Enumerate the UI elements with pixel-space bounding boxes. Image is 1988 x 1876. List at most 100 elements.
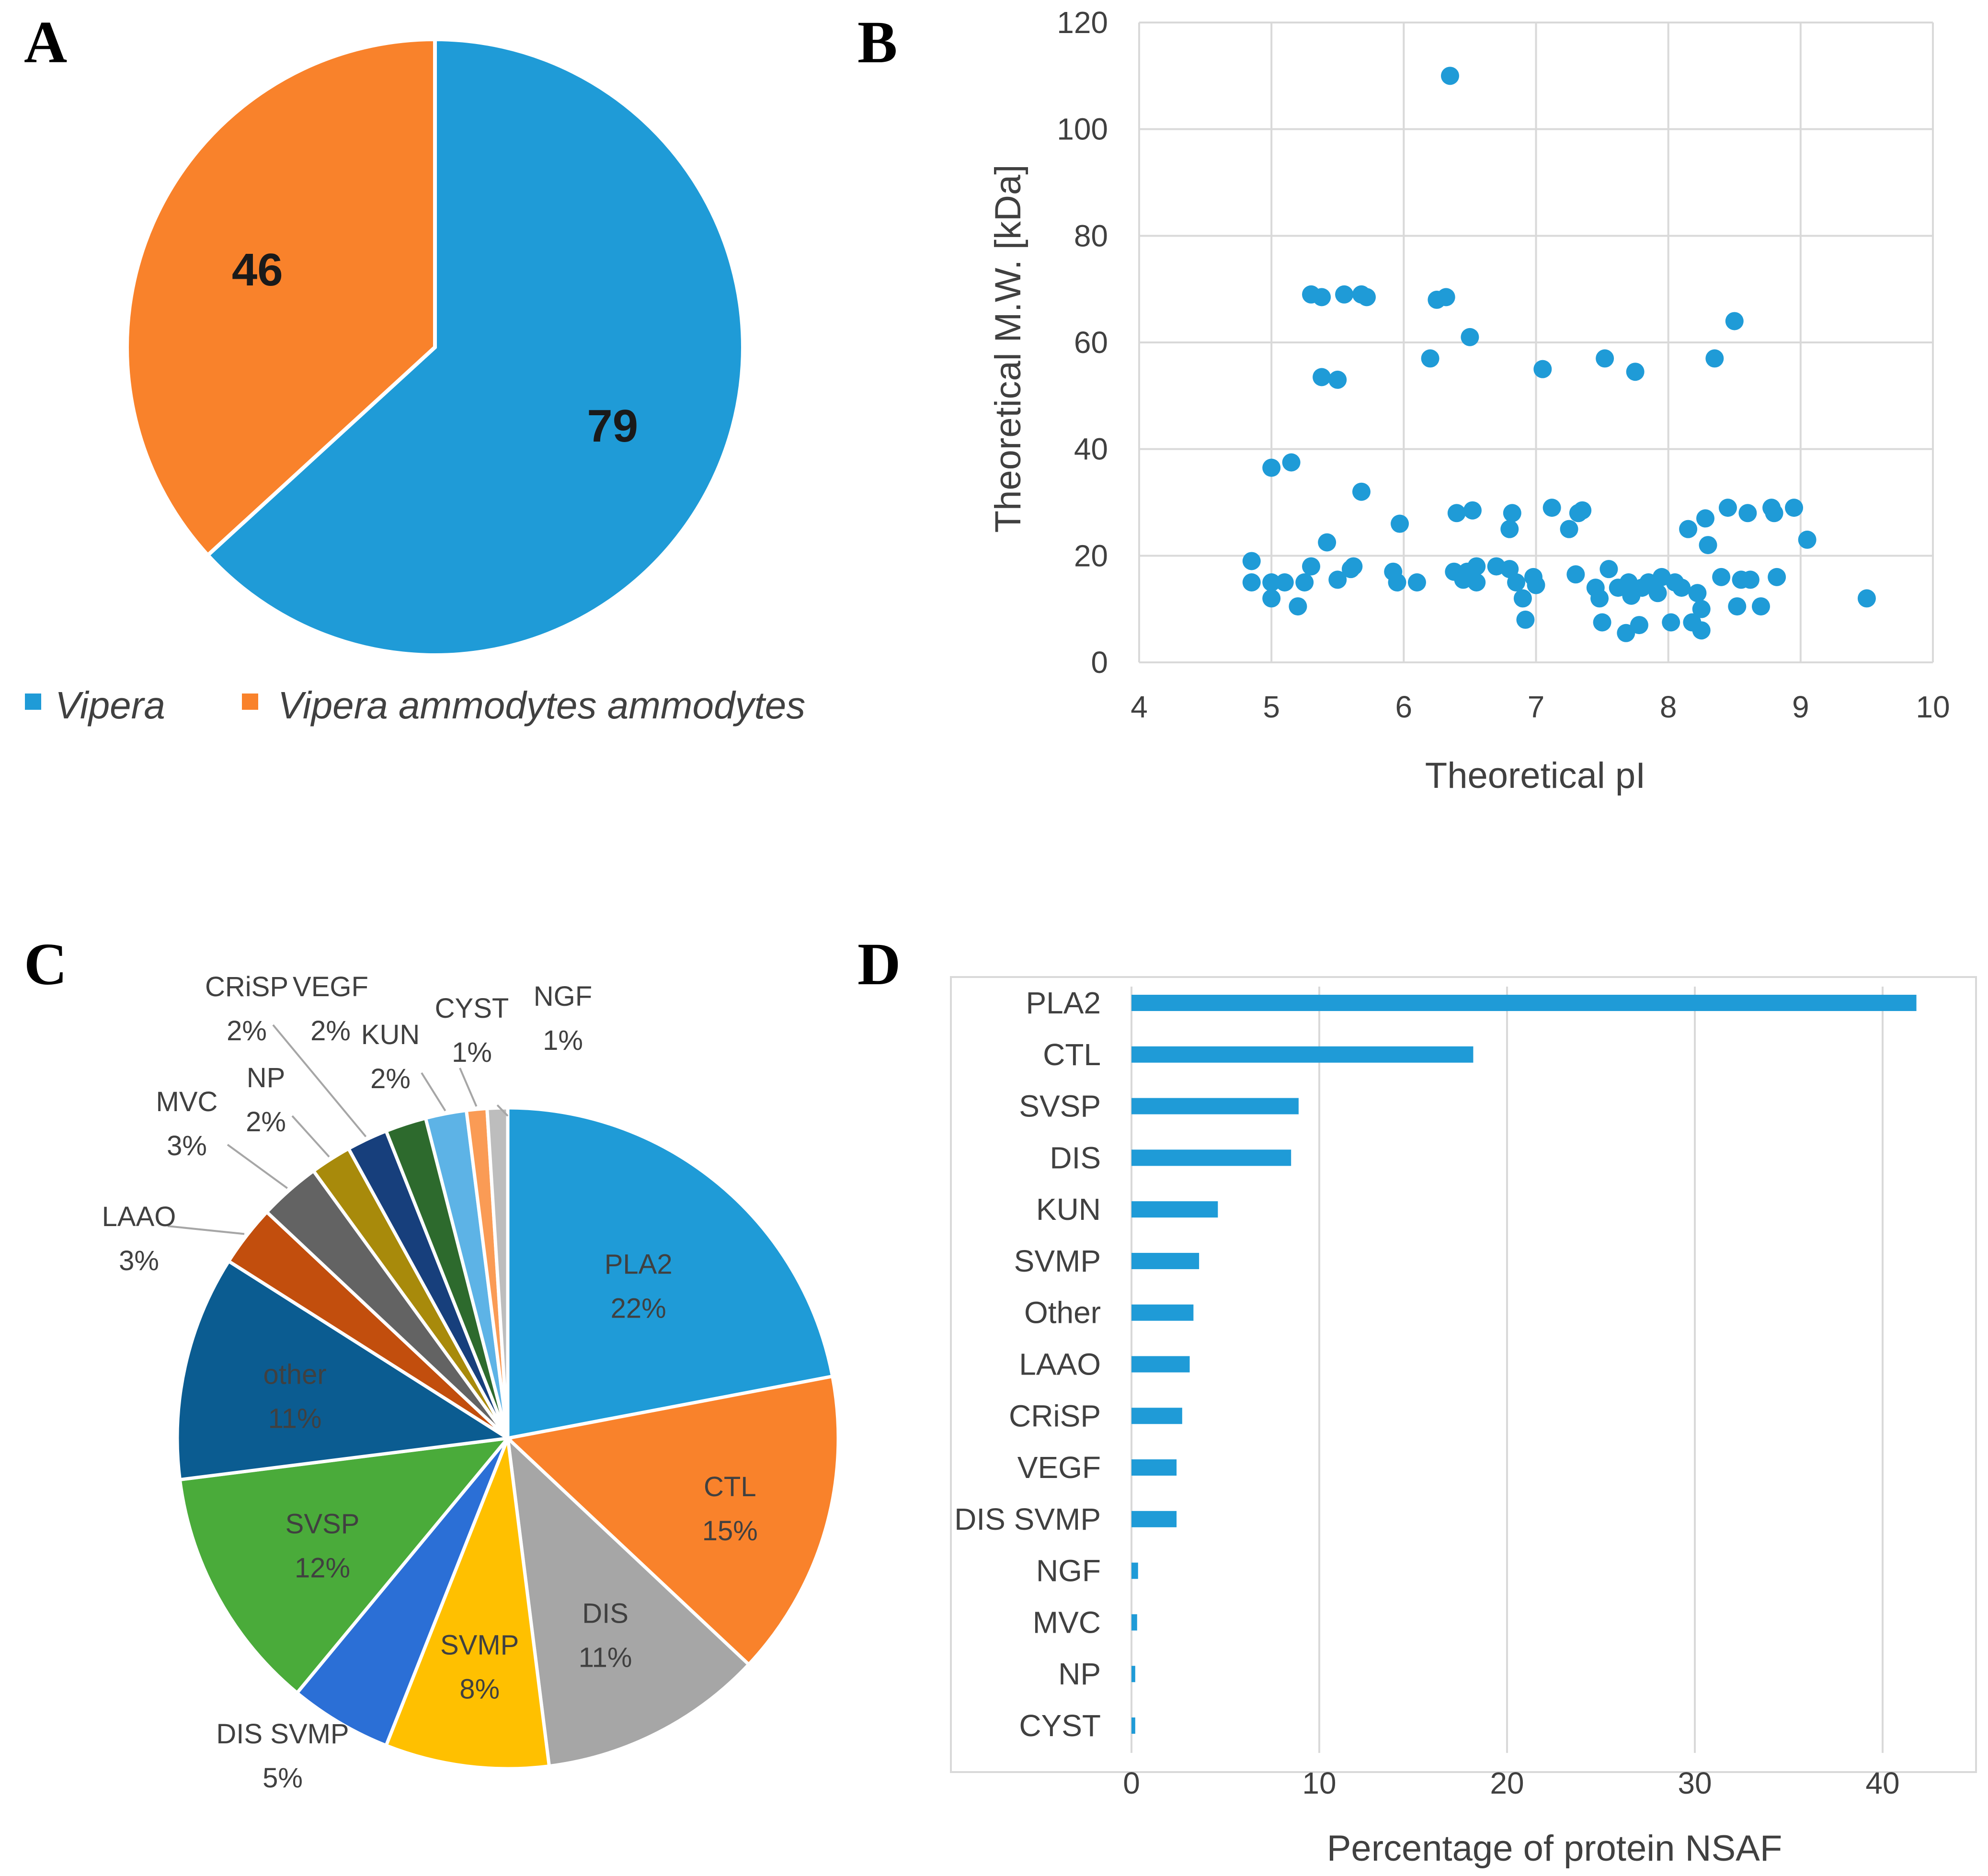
scatter-x-tick-label: 7: [1528, 690, 1545, 724]
scatter-point: [1728, 597, 1747, 616]
scatter-point: [1242, 573, 1261, 591]
scatter-point: [1344, 557, 1363, 576]
bar-category-labels: PLA2 CTL SVSP DIS KUN SVMP Other LAAO CRiSP VEGF D…: [954, 986, 1101, 1743]
scatter-point: [1798, 530, 1817, 549]
scatter-point: [1662, 613, 1680, 632]
bar-category-svsp: SVSP: [1019, 1089, 1101, 1124]
scatter-point: [1513, 589, 1532, 608]
bar-x-tick-label: 0: [1123, 1766, 1140, 1800]
scatter-point: [1738, 504, 1757, 523]
scatter-point: [1388, 573, 1406, 591]
pie-c-slice-ctl: [504, 1374, 840, 1667]
bar-x-tick-label: 40: [1865, 1766, 1899, 1800]
scatter-point: [1699, 536, 1717, 555]
bar-category-vegf: VEGF: [1017, 1450, 1101, 1485]
pie-c-label-laao: LAAO: [102, 1201, 176, 1232]
scatter-point: [1741, 570, 1759, 589]
pie-c-label-dis: DIS: [582, 1598, 628, 1629]
scatter-point: [1407, 573, 1426, 591]
bar-pla2: [1131, 995, 1917, 1011]
pie-c-pct-dis-svmp: 5%: [263, 1762, 303, 1794]
pie-a-value-vipera: 79: [587, 400, 638, 452]
pie-c-slice-svsp: [178, 1436, 512, 1695]
scatter-point: [1500, 520, 1519, 538]
scatter-point: [1437, 288, 1455, 307]
pie-c-slice-dis: [505, 1433, 751, 1768]
scatter-point: [1712, 568, 1731, 586]
scatter-point: [1692, 621, 1711, 640]
pie-c-leader-np: [291, 1115, 330, 1158]
scatter-point: [1463, 501, 1482, 520]
scatter-point: [1318, 533, 1337, 552]
pie-c-pct-pla2: 22%: [611, 1293, 666, 1324]
scatter-point: [1573, 501, 1592, 520]
scatter-x-tick-label: 6: [1395, 690, 1413, 724]
pie-a-slice-vipera: [205, 37, 745, 657]
scatter-point: [1507, 573, 1526, 591]
bar-category-other: Other: [1024, 1296, 1101, 1330]
bar-category-np: NP: [1058, 1657, 1101, 1691]
bar-category-ngf: NGF: [1036, 1554, 1101, 1588]
scatter-y-tick-label: 0: [1091, 645, 1108, 680]
bar-ngf: [1131, 1562, 1138, 1579]
pie-c-leader-ngf: [496, 1104, 509, 1117]
scatter-point: [1313, 368, 1331, 387]
scatter-y-tick-label: 60: [1074, 325, 1108, 360]
pie-chart-a: 79 46: [125, 37, 745, 657]
pie-c-pct-svsp: 12%: [295, 1553, 350, 1584]
scatter-point: [1696, 509, 1714, 528]
scatter-point: [1335, 285, 1354, 304]
pie-c-pct-laao: 3%: [119, 1245, 159, 1276]
pie-c-pct-crisp: 2%: [227, 1015, 267, 1046]
scatter-point: [1328, 370, 1347, 389]
bar-x-tick-label: 10: [1302, 1766, 1336, 1800]
legend-a: Vipera Vipera ammodytes ammodytes: [25, 684, 805, 727]
scatter-x-tick-label: 8: [1660, 690, 1677, 724]
scatter-point: [1785, 499, 1804, 517]
scatter-point: [1590, 589, 1609, 608]
pie-c-leader-mvc: [227, 1144, 288, 1189]
scatter-point: [1630, 616, 1648, 635]
pie-c-pct-ngf: 1%: [543, 1025, 583, 1056]
bar-category-cyst: CYST: [1019, 1708, 1101, 1743]
pie-c-label-cyst: CYST: [435, 993, 509, 1024]
scatter-point: [1705, 349, 1724, 368]
legend-label-vipera-ammodytes: Vipera ammodytes ammodytes: [278, 684, 805, 727]
scatter-point: [1461, 328, 1479, 346]
scatter-y-ticks: 0 20 40 60 80 100 120: [1057, 5, 1108, 680]
panel-letter-d: D: [857, 932, 901, 998]
pie-c-label-vegf: VEGF: [293, 971, 368, 1002]
scatter-y-tick-label: 100: [1057, 112, 1108, 147]
bar-other: [1131, 1304, 1194, 1321]
scatter-x-tick-label: 5: [1263, 690, 1280, 724]
pie-c-label-mvc: MVC: [156, 1086, 218, 1117]
scatter-point: [1692, 600, 1711, 618]
bar-svsp: [1131, 1098, 1299, 1114]
scatter-point: [1282, 453, 1301, 472]
panel-letter-b: B: [857, 10, 897, 76]
scatter-x-ticks: 4 5 6 7 8 9 10: [1131, 690, 1950, 724]
scatter-point: [1768, 568, 1786, 586]
scatter-y-tick-label: 120: [1057, 5, 1108, 40]
pie-c-label-ctl: CTL: [704, 1471, 756, 1502]
bar-np: [1131, 1666, 1135, 1683]
scatter-point: [1352, 482, 1371, 501]
pie-c-label-svsp: SVSP: [286, 1509, 360, 1540]
pie-c-pct-np: 2%: [246, 1106, 286, 1137]
bar-vegf: [1131, 1459, 1177, 1476]
bar-laao: [1131, 1356, 1190, 1373]
bar-category-dis-svmp: DIS SVMP: [954, 1502, 1101, 1536]
pie-c-label-other: other: [263, 1359, 326, 1390]
bar-chart-frame: [950, 976, 1977, 1773]
scatter-point: [1467, 573, 1486, 591]
scatter-point: [1725, 312, 1744, 330]
scatter-point: [1596, 349, 1614, 368]
pie-c-label-crisp: CRiSP: [205, 971, 288, 1002]
pie-c-pct-mvc: 3%: [167, 1130, 207, 1161]
scatter-point: [1718, 499, 1737, 517]
scatter-point: [1467, 557, 1486, 576]
pie-c-pct-ctl: 15%: [702, 1515, 758, 1546]
pie-c-pct-dis: 11%: [579, 1642, 632, 1673]
scatter-point: [1275, 573, 1294, 591]
